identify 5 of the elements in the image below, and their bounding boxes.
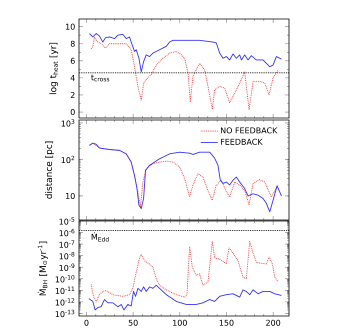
y-axis-title: log t$_{heat}$ [yr] xyxy=(49,42,58,94)
y-axis-title: Ṁ$_{BH}$ [M$_{⊙}$yr$^{-1}$] xyxy=(38,242,48,296)
line-series xyxy=(90,241,279,302)
line-series xyxy=(88,284,282,310)
y-axis-title: distance [pc] xyxy=(45,142,54,199)
